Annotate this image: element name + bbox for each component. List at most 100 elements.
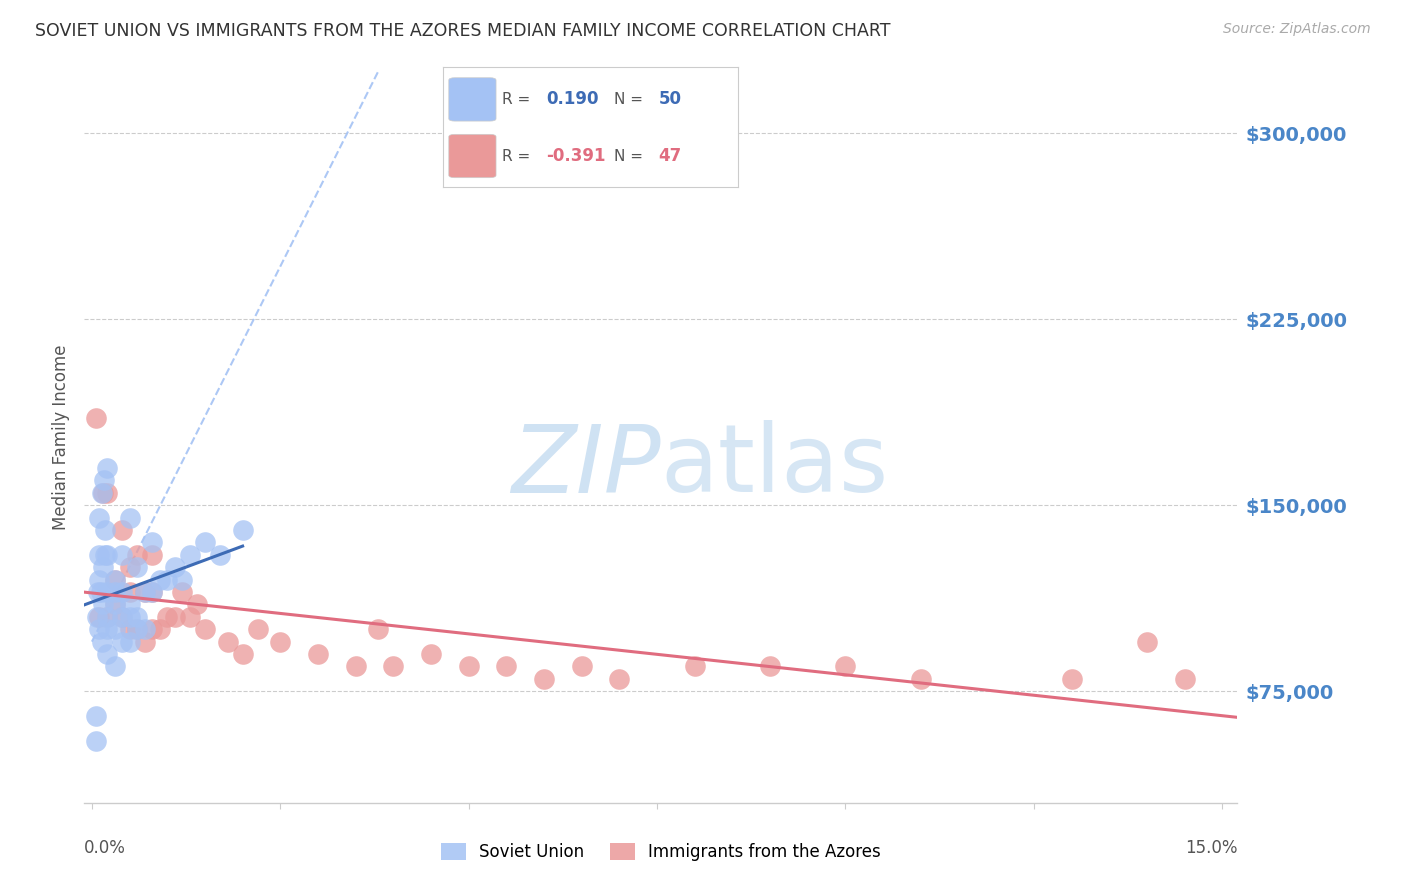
Point (90, 634, 112, 648)
Point (127, 560, 149, 574)
Point (103, 598, 125, 612)
Point (103, 622, 125, 636)
Point (307, 647, 329, 661)
Point (103, 585, 125, 599)
Point (91, 560, 114, 574)
Point (141, 585, 163, 599)
Point (495, 659, 517, 673)
Point (111, 585, 134, 599)
Point (533, 672, 555, 686)
Point (367, 622, 389, 636)
Point (217, 634, 239, 648)
Text: 0.190: 0.190 (546, 90, 599, 109)
Point (103, 659, 125, 673)
Point (111, 610, 134, 624)
Point (269, 634, 291, 648)
Point (111, 548, 134, 562)
Point (1136, 634, 1159, 648)
Point (96, 610, 118, 624)
Text: R =: R = (502, 92, 536, 107)
Text: N =: N = (614, 148, 648, 163)
Point (118, 598, 141, 612)
Point (382, 659, 405, 673)
Point (179, 548, 201, 562)
Y-axis label: Median Family Income: Median Family Income (52, 344, 70, 530)
Point (96, 585, 118, 599)
Point (90, 585, 112, 599)
Text: -0.391: -0.391 (546, 147, 606, 165)
Point (84, 411, 107, 425)
Point (156, 610, 179, 624)
FancyBboxPatch shape (449, 78, 496, 121)
Point (111, 523, 134, 537)
Point (89, 610, 111, 624)
Point (89, 573, 111, 587)
Point (103, 598, 125, 612)
Point (90, 486, 112, 500)
Point (683, 659, 706, 673)
Point (910, 672, 932, 686)
Point (103, 573, 125, 587)
Point (208, 548, 231, 562)
Point (141, 548, 163, 562)
Point (141, 585, 163, 599)
Point (93, 474, 115, 488)
Point (118, 560, 141, 574)
Point (134, 622, 156, 636)
Point (96, 548, 118, 562)
Point (86, 610, 108, 624)
Point (457, 659, 479, 673)
Point (141, 622, 163, 636)
Text: SOVIET UNION VS IMMIGRANTS FROM THE AZORES MEDIAN FAMILY INCOME CORRELATION CHAR: SOVIET UNION VS IMMIGRANTS FROM THE AZOR… (35, 22, 890, 40)
Point (141, 535, 163, 549)
Point (87, 585, 110, 599)
Point (232, 647, 254, 661)
Point (96, 610, 118, 624)
Point (103, 573, 125, 587)
Point (96, 647, 118, 661)
Point (344, 659, 367, 673)
Text: R =: R = (502, 148, 536, 163)
Text: atlas: atlas (661, 420, 889, 512)
Point (89, 548, 111, 562)
Point (134, 585, 156, 599)
Point (118, 510, 141, 524)
Point (194, 535, 217, 549)
Point (111, 610, 134, 624)
Point (759, 659, 782, 673)
Point (609, 672, 631, 686)
Point (163, 610, 186, 624)
Point (89, 510, 111, 524)
Point (186, 598, 208, 612)
Point (834, 659, 856, 673)
Point (163, 560, 186, 574)
Text: N =: N = (614, 92, 648, 107)
Point (232, 523, 254, 537)
Point (1173, 672, 1195, 686)
Point (149, 573, 172, 587)
Point (91, 598, 114, 612)
Point (118, 622, 141, 636)
Point (89, 622, 111, 636)
Text: Source: ZipAtlas.com: Source: ZipAtlas.com (1223, 22, 1371, 37)
Point (118, 585, 141, 599)
FancyBboxPatch shape (449, 135, 496, 178)
Text: 15.0%: 15.0% (1185, 839, 1237, 857)
Point (172, 585, 194, 599)
Point (127, 622, 149, 636)
Point (118, 610, 141, 624)
Point (571, 659, 593, 673)
Point (111, 634, 134, 648)
Point (94, 548, 117, 562)
Legend: Soviet Union, Immigrants from the Azores: Soviet Union, Immigrants from the Azores (434, 836, 887, 868)
Point (96, 622, 118, 636)
Text: 47: 47 (658, 147, 682, 165)
Point (172, 573, 194, 587)
Point (149, 622, 172, 636)
Point (127, 622, 149, 636)
Point (134, 585, 156, 599)
Point (127, 548, 149, 562)
Point (246, 622, 269, 636)
Text: ZIP: ZIP (512, 421, 661, 512)
Point (179, 610, 201, 624)
